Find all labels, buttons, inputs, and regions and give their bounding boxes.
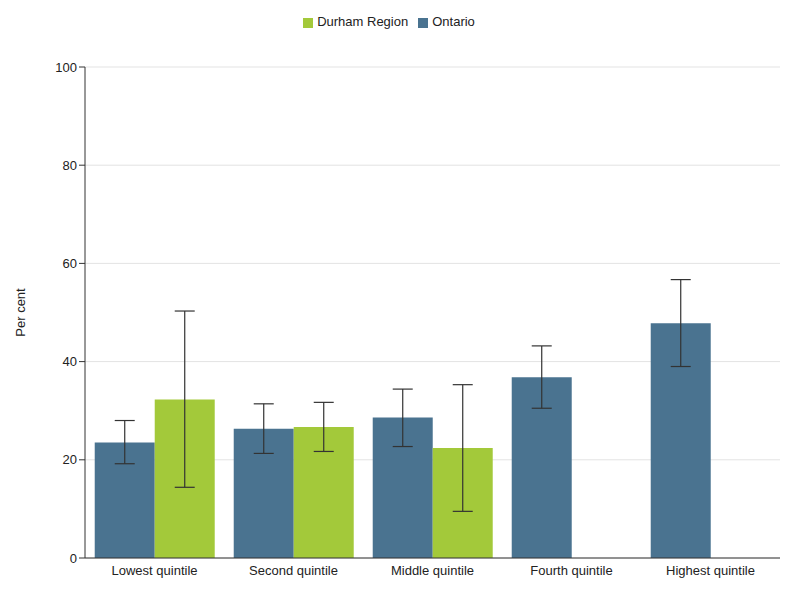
svg-text:20: 20 <box>63 452 77 467</box>
svg-text:Highest quintile: Highest quintile <box>666 563 755 578</box>
svg-text:Lowest quintile: Lowest quintile <box>112 563 198 578</box>
svg-text:0: 0 <box>70 551 77 566</box>
html-text:Ontario: Ontario <box>432 14 475 29</box>
svg-text:Middle quintile: Middle quintile <box>391 563 474 578</box>
svg-text:60: 60 <box>63 256 77 271</box>
svg-text:Per cent: Per cent <box>13 288 28 337</box>
svg-text:100: 100 <box>55 60 77 75</box>
svg-text:40: 40 <box>63 354 77 369</box>
html-text:Durham Region: Durham Region <box>317 14 409 29</box>
svg-text:Second quintile: Second quintile <box>249 563 338 578</box>
svg-text:80: 80 <box>63 158 77 173</box>
svg-text:Fourth quintile: Fourth quintile <box>530 563 612 578</box>
